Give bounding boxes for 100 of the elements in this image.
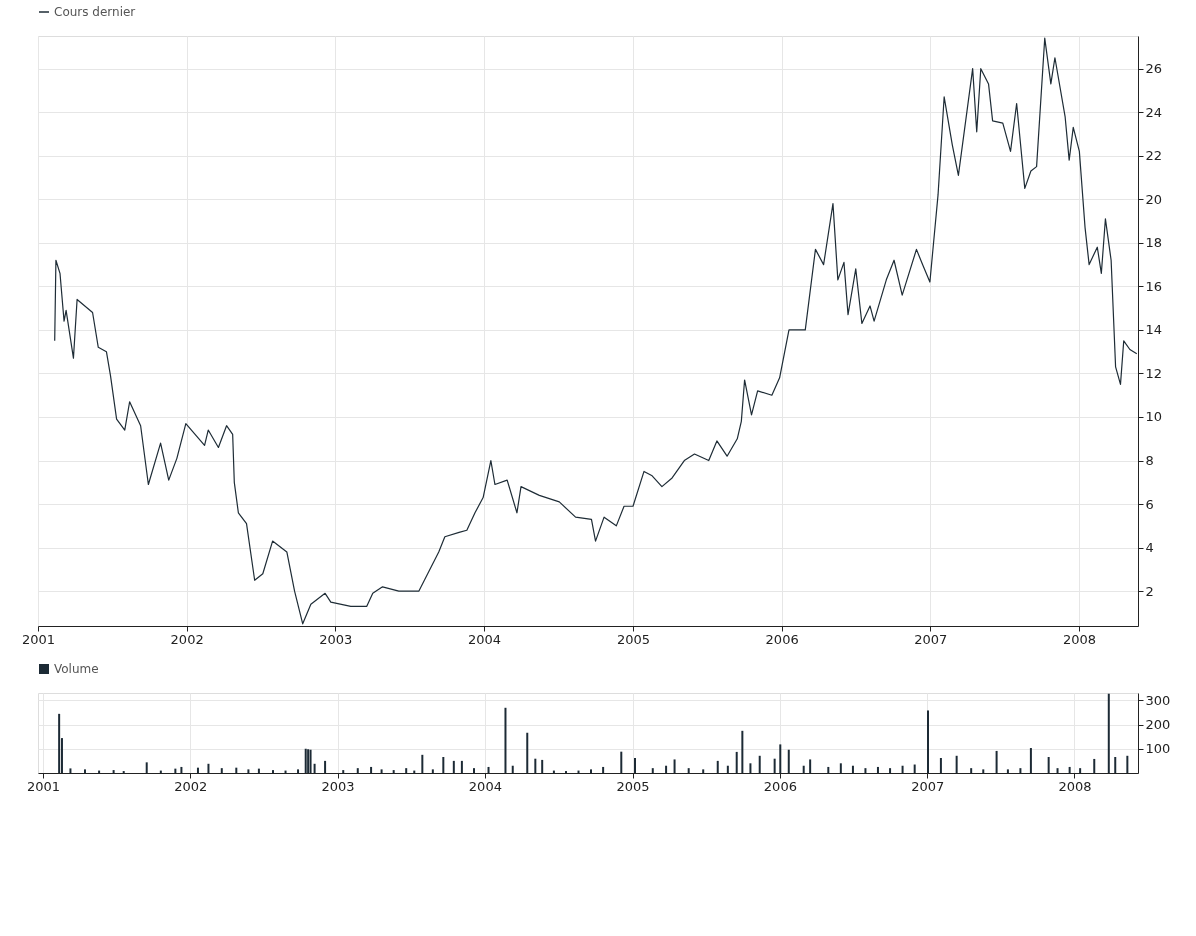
bar <box>526 732 529 773</box>
bar <box>304 748 307 773</box>
x-tick-label: 2004 <box>467 631 501 647</box>
bar <box>431 769 434 773</box>
bar <box>995 750 998 773</box>
y-tick-label: 20 <box>1145 191 1163 207</box>
legend-label: Cours dernier <box>54 5 136 19</box>
x-tick-label: 2008 <box>1062 631 1096 647</box>
y-tick-label: 26 <box>1145 61 1163 77</box>
bar <box>207 763 210 773</box>
bar <box>602 766 605 773</box>
bar <box>272 770 275 773</box>
bar <box>541 759 544 773</box>
y-tick-label: 16 <box>1145 278 1163 294</box>
bar <box>534 758 537 773</box>
bar <box>1006 769 1009 773</box>
y-tick-label: 100 <box>1145 741 1171 757</box>
y-tick-label: 8 <box>1145 453 1154 469</box>
x-tick-label: 2005 <box>616 778 650 794</box>
bar <box>1114 757 1117 773</box>
bar <box>926 710 929 773</box>
bar <box>405 768 408 773</box>
y-tick-label: 300 <box>1145 692 1171 708</box>
x-tick-label: 2001 <box>26 778 61 794</box>
bar <box>939 757 942 773</box>
y-tick-label: 18 <box>1145 235 1163 251</box>
y-tick-label: 10 <box>1145 409 1163 425</box>
bar <box>504 707 507 773</box>
bar <box>673 759 676 773</box>
x-tick-label: 2004 <box>468 778 502 794</box>
bar <box>634 757 637 773</box>
x-tick-label: 2002 <box>174 778 208 794</box>
bar <box>69 768 72 773</box>
bar <box>809 759 812 773</box>
bar <box>735 751 738 773</box>
x-tick-label: 2006 <box>763 778 797 794</box>
bar <box>1056 768 1059 773</box>
bar <box>313 763 316 773</box>
x-tick-label: 2003 <box>321 778 355 794</box>
bar <box>235 767 238 773</box>
bar <box>58 713 61 773</box>
bar <box>802 765 805 773</box>
bar <box>356 768 359 773</box>
bar <box>955 755 958 773</box>
x-tick-label: 2005 <box>616 631 651 647</box>
y-tick-label: 4 <box>1145 540 1154 556</box>
bar <box>851 765 854 773</box>
y-tick-label: 2 <box>1145 583 1154 599</box>
bar <box>773 758 776 773</box>
bar <box>665 765 668 773</box>
bar <box>380 769 383 773</box>
bar <box>702 769 705 773</box>
y-tick-label: 12 <box>1145 365 1163 381</box>
x-tick-label: 2007 <box>914 631 948 647</box>
bar <box>511 765 514 773</box>
bar <box>247 769 250 773</box>
bar <box>970 768 973 773</box>
x-tick-label: 2008 <box>1058 778 1092 794</box>
legend-label: Volume <box>54 662 99 676</box>
bar <box>779 744 782 773</box>
bar <box>864 768 867 773</box>
bar <box>913 764 916 773</box>
bar <box>180 766 183 773</box>
y-tick-label: 14 <box>1145 322 1163 338</box>
bar <box>982 769 985 773</box>
bar <box>590 769 593 773</box>
y-tick-label: 6 <box>1145 496 1154 512</box>
bar <box>876 766 879 773</box>
bar <box>1107 693 1110 773</box>
y-tick-label: 200 <box>1145 717 1171 733</box>
bar <box>620 751 623 773</box>
bar <box>112 770 115 773</box>
bar <box>145 762 148 773</box>
bar <box>342 770 345 773</box>
bar <box>901 765 904 773</box>
bar <box>421 754 424 773</box>
bar <box>726 765 729 773</box>
bar <box>827 766 830 773</box>
bar <box>716 760 719 773</box>
bar <box>1029 748 1032 773</box>
bar <box>324 760 327 773</box>
bar <box>651 768 654 773</box>
bar <box>749 763 752 773</box>
bar <box>1126 755 1129 773</box>
bar <box>1093 758 1096 773</box>
bar <box>1079 768 1082 773</box>
bar <box>1047 757 1050 773</box>
bar <box>220 768 223 773</box>
bar <box>1019 768 1022 773</box>
bar <box>687 768 690 773</box>
bar <box>1068 766 1071 773</box>
x-tick-label: 2007 <box>911 778 945 794</box>
x-tick-label: 2002 <box>170 631 204 647</box>
bar <box>460 760 463 773</box>
bar <box>758 755 761 773</box>
bar <box>473 768 475 773</box>
bar <box>487 766 490 773</box>
bar <box>741 730 744 773</box>
bar <box>839 763 842 773</box>
bar <box>297 769 300 773</box>
